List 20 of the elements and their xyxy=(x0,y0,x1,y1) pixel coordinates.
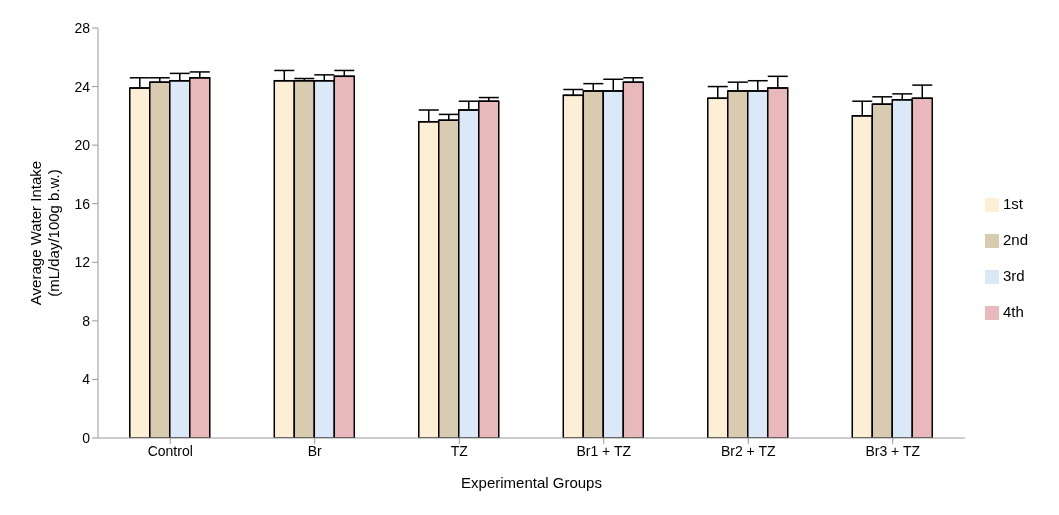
y-tick-label: 16 xyxy=(74,195,91,212)
x-tick-label: Control xyxy=(147,442,193,459)
y-tick-label: 24 xyxy=(74,78,91,95)
legend-label: 2nd xyxy=(1002,231,1028,248)
x-tick-label: Br3 + TZ xyxy=(865,442,921,459)
y-tick-label: 0 xyxy=(82,429,91,446)
x-tick-label: TZ xyxy=(450,442,469,459)
x-tick-label: Br1 + TZ xyxy=(576,442,632,459)
x-tick-label: Br xyxy=(307,442,323,459)
legend-label: 1st xyxy=(1002,195,1023,212)
y-tick-label: 28 xyxy=(74,19,91,36)
y-axis-title: Average Water Intake (mL/day/100g b.w.) xyxy=(27,160,62,306)
x-tick-label: Br2 + TZ xyxy=(720,442,776,459)
legend-label: 3rd xyxy=(1002,267,1025,284)
y-tick-label: 12 xyxy=(74,254,91,271)
y-tick-label: 8 xyxy=(82,312,91,329)
legend-label: 4th xyxy=(1002,303,1024,320)
x-axis-title: Experimental Groups xyxy=(461,474,602,491)
y-tick-label: 20 xyxy=(74,137,91,154)
y-tick-label: 4 xyxy=(82,371,91,388)
